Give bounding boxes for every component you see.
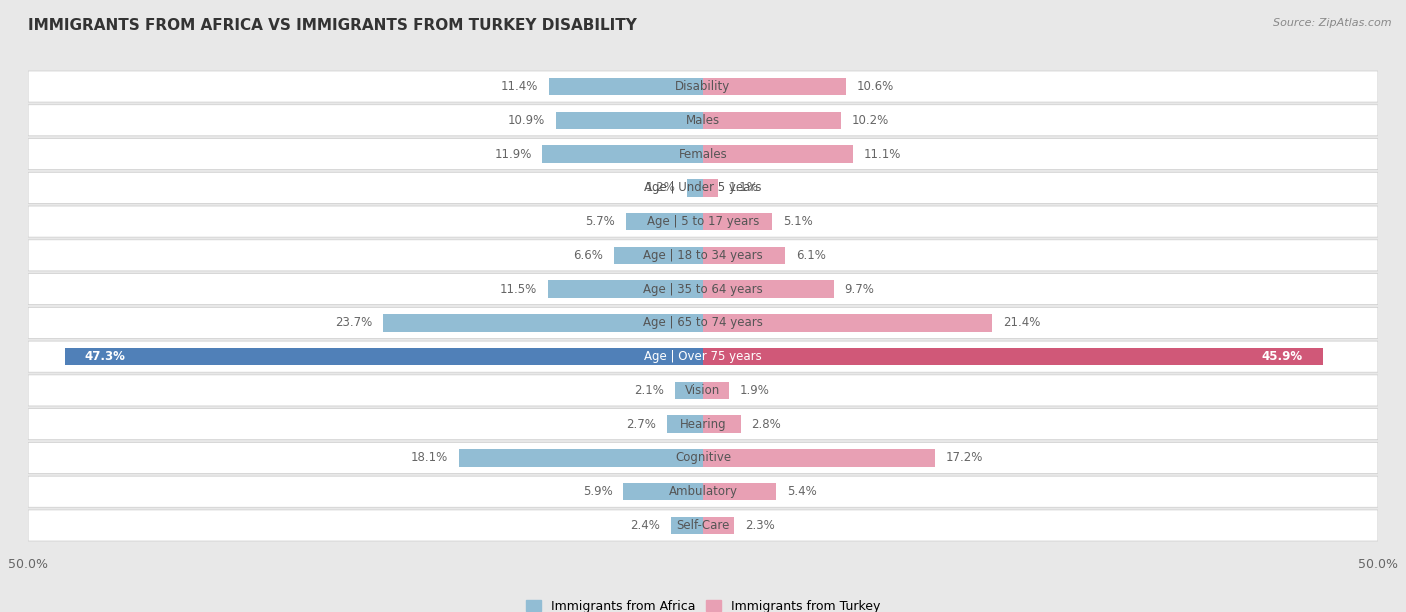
FancyBboxPatch shape [28, 442, 1378, 474]
Text: Age | Over 75 years: Age | Over 75 years [644, 350, 762, 363]
Text: 23.7%: 23.7% [335, 316, 373, 329]
Bar [626, 213, 703, 230]
Bar [703, 111, 841, 129]
Text: 5.7%: 5.7% [585, 215, 616, 228]
Bar [703, 517, 734, 534]
Bar [703, 280, 834, 298]
Text: Source: ZipAtlas.com: Source: ZipAtlas.com [1274, 18, 1392, 28]
Text: 2.8%: 2.8% [752, 417, 782, 431]
FancyBboxPatch shape [28, 307, 1378, 338]
Bar [548, 280, 703, 298]
Bar [703, 247, 786, 264]
FancyBboxPatch shape [28, 476, 1378, 507]
Text: 2.4%: 2.4% [630, 519, 659, 532]
Text: Self-Care: Self-Care [676, 519, 730, 532]
Bar [671, 517, 703, 534]
Text: 11.9%: 11.9% [494, 147, 531, 160]
Bar [543, 145, 703, 163]
Text: Ambulatory: Ambulatory [668, 485, 738, 498]
Text: Age | 18 to 34 years: Age | 18 to 34 years [643, 249, 763, 262]
FancyBboxPatch shape [28, 510, 1378, 541]
Text: 10.2%: 10.2% [852, 114, 889, 127]
Text: 5.9%: 5.9% [583, 485, 613, 498]
FancyBboxPatch shape [28, 409, 1378, 439]
Text: 17.2%: 17.2% [946, 452, 983, 465]
Text: 2.3%: 2.3% [745, 519, 775, 532]
Text: Males: Males [686, 114, 720, 127]
Text: Age | Under 5 years: Age | Under 5 years [644, 181, 762, 195]
Text: 10.9%: 10.9% [508, 114, 546, 127]
Bar [703, 348, 1323, 365]
Text: Disability: Disability [675, 80, 731, 93]
Text: 6.1%: 6.1% [796, 249, 825, 262]
Text: 11.4%: 11.4% [501, 80, 538, 93]
Text: 11.1%: 11.1% [863, 147, 901, 160]
Legend: Immigrants from Africa, Immigrants from Turkey: Immigrants from Africa, Immigrants from … [522, 595, 884, 612]
Text: 1.1%: 1.1% [728, 181, 758, 195]
Text: Vision: Vision [685, 384, 721, 397]
Text: 21.4%: 21.4% [1002, 316, 1040, 329]
Bar [703, 382, 728, 399]
Bar [703, 483, 776, 501]
Text: Age | 65 to 74 years: Age | 65 to 74 years [643, 316, 763, 329]
Bar [703, 78, 846, 95]
FancyBboxPatch shape [28, 71, 1378, 102]
FancyBboxPatch shape [28, 206, 1378, 237]
Text: Females: Females [679, 147, 727, 160]
Bar [686, 179, 703, 196]
Bar [65, 348, 703, 365]
Text: 45.9%: 45.9% [1261, 350, 1302, 363]
Bar [703, 179, 718, 196]
Bar [703, 449, 935, 467]
FancyBboxPatch shape [28, 341, 1378, 372]
Text: 9.7%: 9.7% [845, 283, 875, 296]
Text: 5.1%: 5.1% [783, 215, 813, 228]
Bar [614, 247, 703, 264]
Text: IMMIGRANTS FROM AFRICA VS IMMIGRANTS FROM TURKEY DISABILITY: IMMIGRANTS FROM AFRICA VS IMMIGRANTS FRO… [28, 18, 637, 34]
Text: 47.3%: 47.3% [84, 350, 125, 363]
Text: 18.1%: 18.1% [411, 452, 449, 465]
FancyBboxPatch shape [28, 173, 1378, 203]
Bar [703, 145, 853, 163]
Text: 5.4%: 5.4% [787, 485, 817, 498]
Text: 10.6%: 10.6% [856, 80, 894, 93]
Text: 6.6%: 6.6% [574, 249, 603, 262]
FancyBboxPatch shape [28, 240, 1378, 271]
Bar [555, 111, 703, 129]
Bar [666, 416, 703, 433]
FancyBboxPatch shape [28, 105, 1378, 136]
Text: 2.7%: 2.7% [626, 417, 655, 431]
Text: 11.5%: 11.5% [499, 283, 537, 296]
Text: Hearing: Hearing [679, 417, 727, 431]
Text: Age | 35 to 64 years: Age | 35 to 64 years [643, 283, 763, 296]
Text: 1.9%: 1.9% [740, 384, 769, 397]
FancyBboxPatch shape [28, 138, 1378, 170]
Bar [458, 449, 703, 467]
Text: Cognitive: Cognitive [675, 452, 731, 465]
Text: 2.1%: 2.1% [634, 384, 664, 397]
Text: Age | 5 to 17 years: Age | 5 to 17 years [647, 215, 759, 228]
Bar [675, 382, 703, 399]
Bar [703, 416, 741, 433]
Bar [703, 213, 772, 230]
Bar [550, 78, 703, 95]
Bar [382, 314, 703, 332]
Text: 1.2%: 1.2% [647, 181, 676, 195]
FancyBboxPatch shape [28, 375, 1378, 406]
Bar [623, 483, 703, 501]
Bar [703, 314, 991, 332]
FancyBboxPatch shape [28, 274, 1378, 305]
